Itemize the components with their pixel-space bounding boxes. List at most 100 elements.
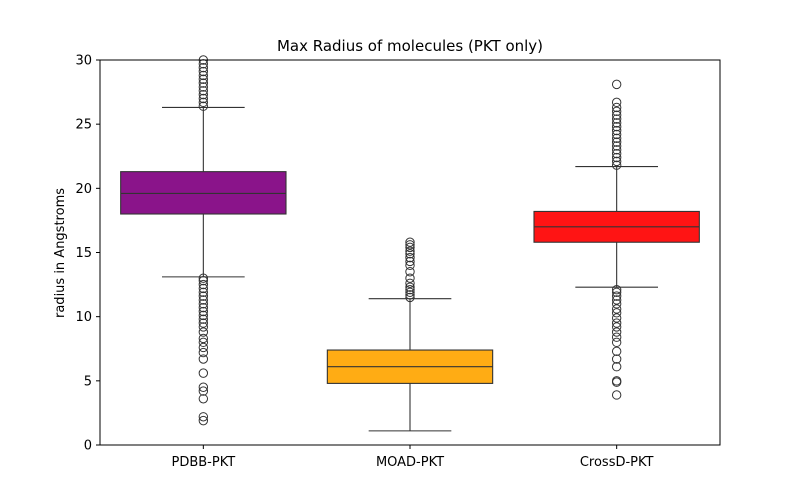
outlier-point bbox=[611, 327, 622, 337]
outlier-point bbox=[611, 295, 622, 305]
outlier-point bbox=[611, 285, 622, 295]
outlier-point bbox=[611, 390, 622, 400]
y-tick-label: 0 bbox=[84, 439, 92, 454]
box-crossd-pkt bbox=[533, 79, 700, 400]
outlier-point bbox=[198, 412, 209, 422]
outlier-point bbox=[611, 110, 622, 120]
outlier-point bbox=[405, 290, 415, 300]
outlier-point bbox=[611, 133, 622, 143]
outlier-point bbox=[198, 279, 209, 290]
outlier-point bbox=[405, 273, 415, 283]
outlier-point bbox=[405, 260, 415, 271]
y-axis: 0 5 10 15 20 25 30 bbox=[75, 54, 100, 454]
outlier-point bbox=[405, 252, 415, 263]
outlier-point bbox=[198, 74, 209, 84]
outlier-point bbox=[611, 160, 622, 170]
outlier-point bbox=[198, 327, 209, 337]
outlier-point bbox=[198, 382, 209, 392]
outlier-point bbox=[198, 310, 209, 321]
y-tick-label: 15 bbox=[75, 246, 92, 261]
outlier-point bbox=[198, 368, 209, 378]
outlier-point bbox=[198, 276, 209, 286]
outlier-point bbox=[611, 318, 622, 328]
outlier-point bbox=[611, 291, 622, 301]
outlier-point bbox=[198, 273, 209, 283]
outlier-point bbox=[611, 308, 622, 318]
outlier-point bbox=[611, 304, 622, 314]
outlier-point bbox=[198, 89, 209, 100]
outlier-point bbox=[198, 287, 209, 297]
outlier-point bbox=[611, 125, 622, 136]
outlier-point bbox=[198, 302, 209, 313]
y-tick-label: 20 bbox=[75, 182, 92, 197]
outlier-point bbox=[405, 240, 415, 250]
outlier-point bbox=[611, 332, 622, 342]
outlier-point bbox=[611, 145, 622, 155]
outlier-point bbox=[611, 287, 622, 297]
outlier-point bbox=[611, 141, 622, 151]
outlier-point bbox=[198, 299, 209, 309]
y-axis-label: radius in Angstroms bbox=[53, 188, 68, 318]
outlier-point bbox=[611, 148, 622, 159]
y-tick-label: 25 bbox=[75, 118, 92, 133]
box-iqr bbox=[120, 171, 287, 215]
outlier-point bbox=[198, 318, 209, 328]
outlier-point bbox=[198, 101, 209, 111]
outlier-point bbox=[611, 79, 622, 90]
outlier-point bbox=[611, 102, 622, 113]
outlier-point bbox=[611, 122, 622, 132]
outlier-point bbox=[405, 237, 415, 247]
outlier-point bbox=[611, 97, 622, 108]
outlier-point bbox=[198, 78, 209, 88]
outlier-point bbox=[611, 337, 622, 348]
outlier-point bbox=[405, 246, 415, 256]
outlier-point bbox=[405, 242, 415, 253]
outlier-point bbox=[198, 394, 209, 404]
outlier-point bbox=[198, 354, 209, 364]
box-pdbb-pkt bbox=[120, 55, 287, 426]
outlier-point bbox=[405, 278, 415, 288]
outlier-point bbox=[611, 118, 622, 128]
outlier-point bbox=[405, 287, 415, 297]
outlier-point bbox=[198, 314, 209, 324]
outlier-point bbox=[198, 70, 209, 81]
outlier-point bbox=[198, 82, 209, 92]
outlier-point bbox=[198, 291, 209, 301]
outlier-point bbox=[198, 62, 209, 73]
outlier-point bbox=[611, 152, 622, 163]
outlier-point bbox=[611, 376, 622, 386]
outlier-point bbox=[611, 313, 622, 323]
outlier-point bbox=[198, 322, 209, 332]
outlier-point bbox=[198, 295, 209, 305]
outlier-point bbox=[198, 86, 209, 96]
outlier-point bbox=[198, 66, 209, 77]
x-tick-label: MOAD-PKT bbox=[376, 455, 444, 470]
x-tick-label: CrossD-PKT bbox=[580, 455, 654, 470]
x-tick-label: PDBB-PKT bbox=[171, 455, 235, 470]
outlier-point bbox=[611, 322, 622, 332]
box-moad-pkt bbox=[326, 237, 494, 432]
y-tick-label: 30 bbox=[75, 54, 92, 69]
outlier-point bbox=[611, 299, 622, 309]
chart-title: Max Radius of molecules (PKT only) bbox=[277, 37, 543, 55]
outlier-point bbox=[611, 129, 622, 140]
outlier-point bbox=[405, 249, 415, 259]
outlier-point bbox=[611, 114, 622, 124]
outlier-point bbox=[611, 346, 622, 357]
outlier-point bbox=[198, 386, 209, 396]
outlier-point bbox=[198, 306, 209, 317]
y-tick-label: 5 bbox=[84, 374, 92, 389]
outlier-point bbox=[198, 97, 209, 108]
outlier-point bbox=[198, 342, 209, 353]
outlier-point bbox=[198, 347, 209, 358]
outlier-point bbox=[611, 362, 622, 372]
outlier-point bbox=[405, 256, 415, 267]
outlier-point bbox=[611, 106, 622, 117]
outlier-point bbox=[405, 285, 415, 295]
outlier-point bbox=[198, 333, 209, 344]
outlier-point bbox=[611, 137, 622, 147]
outlier-point bbox=[405, 267, 415, 277]
outlier-point bbox=[405, 282, 415, 292]
plot-frame bbox=[99, 59, 721, 446]
